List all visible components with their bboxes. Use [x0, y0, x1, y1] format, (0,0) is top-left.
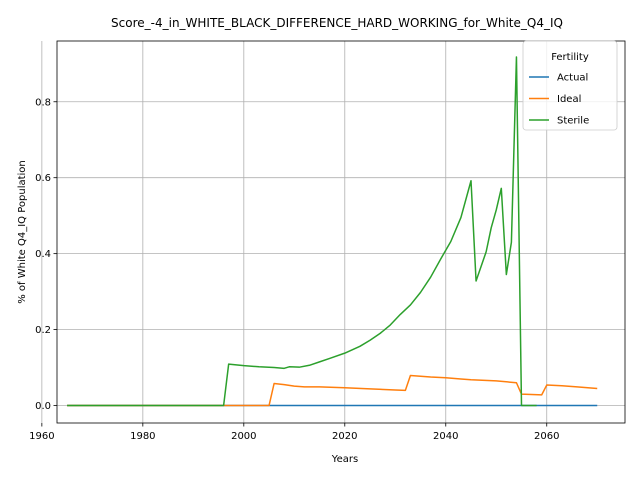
y-tick: 0.6	[35, 173, 57, 184]
x-tick-label: 1980	[130, 431, 155, 442]
x-tick-label: 2020	[332, 431, 357, 442]
x-tick-label: 1960	[29, 431, 54, 442]
y-tick: 0.8	[35, 97, 57, 108]
legend-entry-actual: Actual	[529, 73, 588, 84]
plot-frame	[56, 40, 626, 424]
x-tick-label: 2060	[534, 431, 559, 442]
y-tick-label: 0.6	[35, 173, 51, 184]
x-tick: 2000	[231, 423, 257, 442]
x-tick-label: 2000	[231, 431, 256, 442]
y-tick-label: 0.4	[35, 249, 51, 260]
x-tick-label: 2040	[433, 431, 458, 442]
legend-entry-sterile: Sterile	[529, 116, 589, 127]
y-axis-ticks: 0.0 0.2 0.4 0.6 0.8	[35, 97, 57, 412]
y-tick-label: 0.2	[35, 325, 51, 336]
y-tick: 0.4	[35, 249, 57, 260]
legend-title: Fertility	[551, 52, 589, 63]
x-axis-label: Years	[331, 454, 358, 465]
legend-entries: Actual Ideal Sterile	[529, 73, 589, 127]
legend-label: Ideal	[557, 94, 581, 105]
series-line-ideal	[67, 374, 598, 407]
legend-box	[522, 40, 618, 131]
y-tick: 0.2	[35, 325, 57, 336]
legend-label: Sterile	[557, 116, 589, 127]
legend: Fertility Actual Ideal Sterile	[522, 40, 618, 131]
x-tick: 2060	[534, 423, 559, 442]
x-tick: 2040	[433, 423, 458, 442]
x-axis-ticks: 1960 1980 2000 2020 2040 2060	[29, 423, 559, 442]
y-axis-label: % of White Q4_IQ Population	[17, 160, 28, 304]
series-line-sterile	[67, 56, 537, 407]
y-tick-label: 0.8	[35, 97, 51, 108]
x-tick: 1960	[29, 423, 55, 442]
chart-title: Score_-4_in_WHITE_BLACK_DIFFERENCE_HARD_…	[111, 16, 563, 30]
legend-entry-ideal: Ideal	[529, 94, 581, 105]
y-tick-label: 0.0	[35, 401, 51, 412]
legend-label: Actual	[557, 73, 588, 84]
x-tick: 2020	[332, 423, 358, 442]
x-tick: 1980	[130, 423, 156, 442]
series-lines	[67, 56, 598, 407]
y-tick: 0.0	[35, 401, 57, 412]
